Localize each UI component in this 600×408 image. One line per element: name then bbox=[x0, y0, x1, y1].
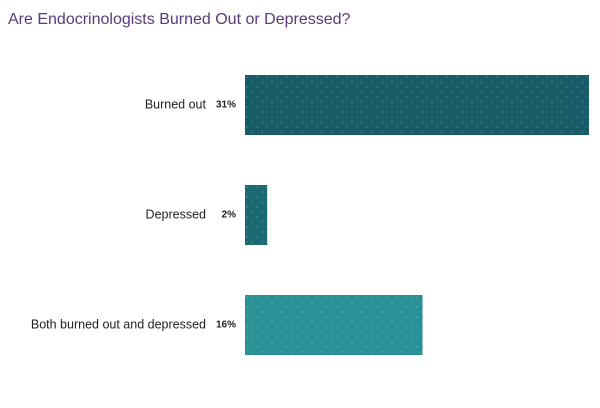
chart-title: Are Endocrinologists Burned Out or Depre… bbox=[8, 11, 351, 28]
bar-texture bbox=[245, 295, 423, 355]
value-label: 31% bbox=[216, 100, 236, 111]
bar-texture bbox=[245, 185, 268, 245]
category-label: Both burned out and depressed bbox=[31, 317, 206, 331]
value-label: 16% bbox=[216, 320, 236, 331]
bar-texture bbox=[245, 75, 589, 135]
category-label: Depressed bbox=[146, 207, 206, 221]
category-label: Burned out bbox=[145, 97, 207, 111]
value-label: 2% bbox=[222, 210, 237, 221]
